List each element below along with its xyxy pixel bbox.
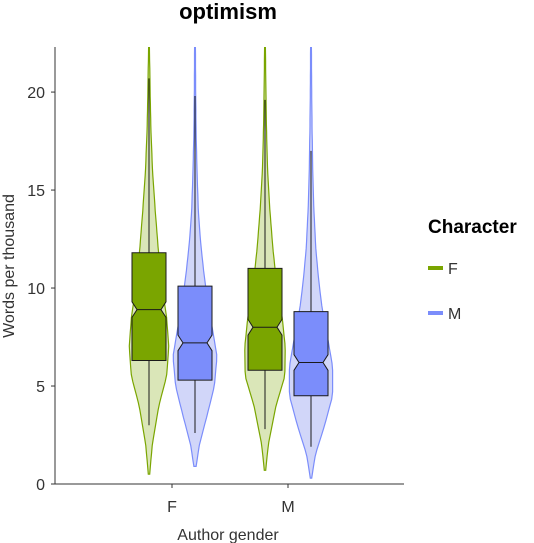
y-axis-title: Words per thousand — [1, 194, 18, 338]
y-tick-label: 20 — [27, 85, 45, 102]
y-tick-label: 5 — [36, 379, 45, 396]
box-m-f — [177, 285, 213, 381]
legend-label-f: F — [448, 261, 458, 278]
chart-title: optimism — [179, 0, 277, 24]
plot-marks — [128, 47, 334, 479]
box-f-m — [247, 267, 283, 371]
x-tick-label: M — [281, 499, 294, 516]
x-axis-title: Author gender — [177, 527, 279, 543]
box-m-m — [293, 311, 329, 397]
x-tick-label: F — [167, 499, 177, 516]
legend: Character F M — [428, 217, 517, 323]
box-f-f — [131, 252, 167, 361]
y-tick-label: 0 — [36, 477, 45, 494]
legend-title: Character — [428, 217, 517, 238]
plot-area — [128, 47, 334, 479]
legend-label-m: M — [448, 306, 461, 323]
y-tick-label: 15 — [27, 183, 45, 200]
axes: 0 5 10 15 20 F M — [27, 47, 404, 516]
y-tick-label: 10 — [27, 281, 45, 298]
